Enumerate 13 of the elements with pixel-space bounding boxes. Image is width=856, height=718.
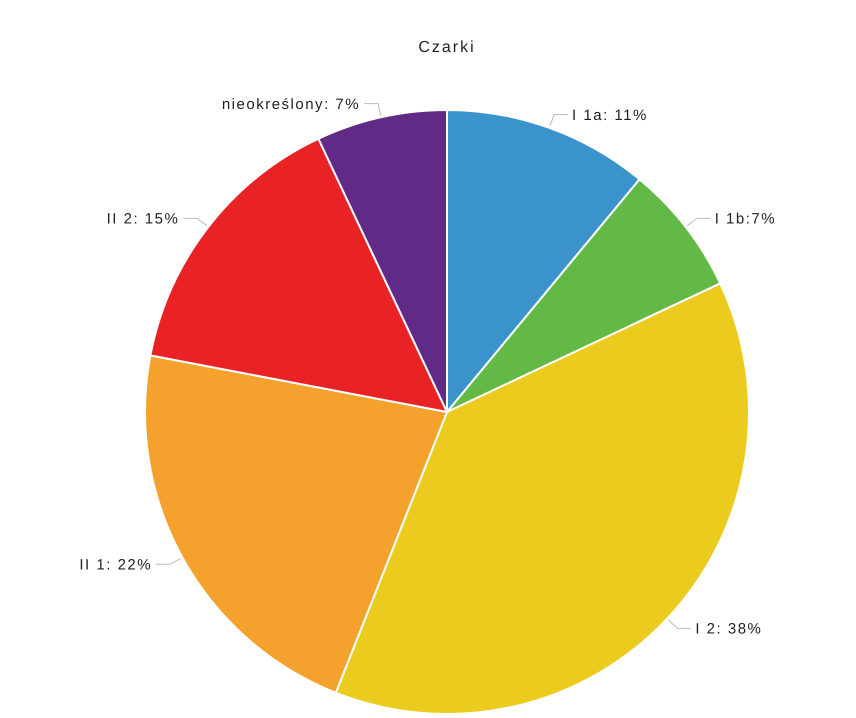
slice-label: I 1b xyxy=(714,210,746,228)
slice-label: II 1 xyxy=(79,556,106,574)
data-label: : 15% xyxy=(133,210,180,228)
data-label: : 22% xyxy=(106,556,152,574)
slice-label: II 2 xyxy=(106,210,134,228)
data-label: : 11% xyxy=(603,106,648,124)
slice-label: nieokreślony xyxy=(222,96,324,113)
data-label: : 7% xyxy=(324,96,360,113)
data-label: : 38% xyxy=(716,620,762,638)
chart-title: Czarki xyxy=(418,39,476,56)
data-label: :7% xyxy=(746,210,776,228)
slice-label: I 1a xyxy=(572,106,604,124)
slice-label: I 2 xyxy=(695,620,717,638)
